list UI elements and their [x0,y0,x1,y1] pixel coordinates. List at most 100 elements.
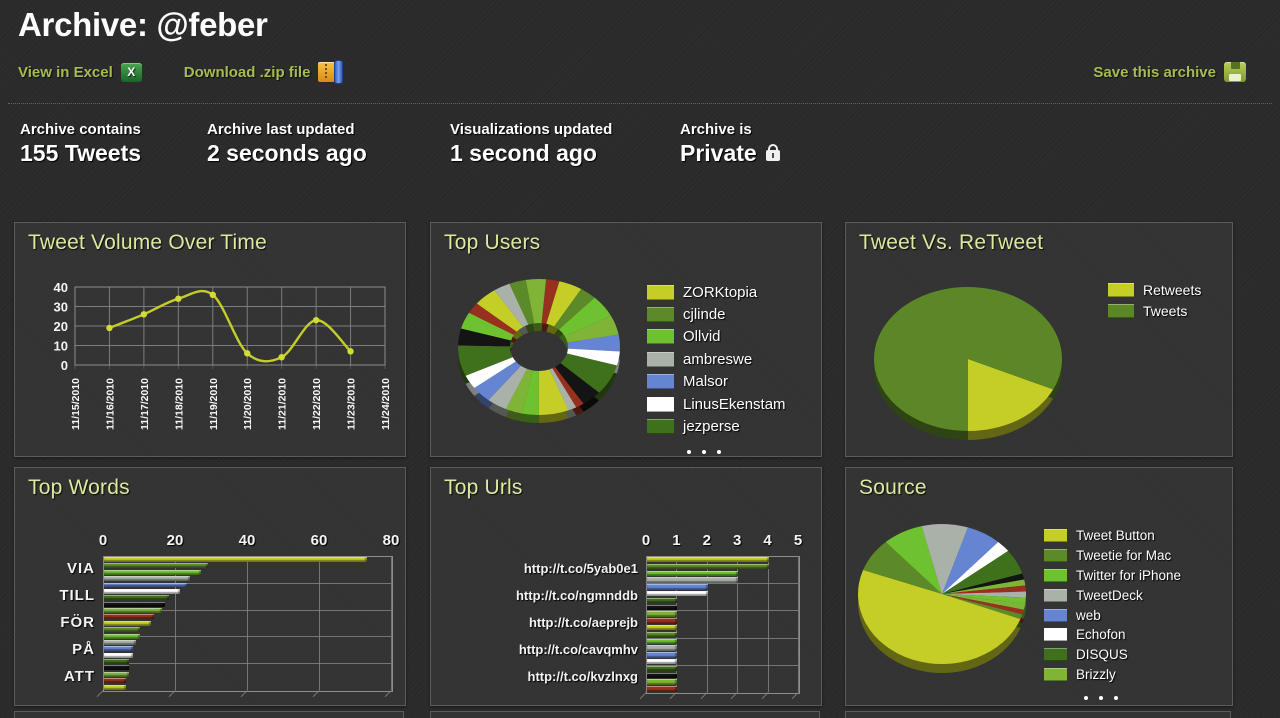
stat-visualizations-updated: Visualizations updated 1 second ago [450,121,612,167]
svg-text:10: 10 [54,339,68,354]
panel-title: Top Urls [444,476,523,499]
svg-text:11/18/2010: 11/18/2010 [173,378,185,430]
legend-label: ZORKtopia [683,283,758,301]
next-panel-hint [14,711,404,718]
view-in-excel-link[interactable]: View in Excel [18,62,142,82]
bar [647,563,769,570]
legend-item: Tweetie for Mac [1044,546,1181,566]
bar [104,627,140,633]
legend-label: cjlinde [683,306,726,324]
bar [647,570,739,576]
legend-item: web [1044,605,1181,625]
legend-swatch [1108,303,1134,318]
bar [647,625,678,631]
legend-item: Malsor [647,371,786,393]
legend-more-indicator [647,441,786,459]
svg-text:11/22/2010: 11/22/2010 [311,378,323,430]
panel-top-words: Top Words 0 20 40 60 80 VIA TILL FÖR PÅ ATT [14,467,406,706]
stat-label: Archive contains [20,121,141,138]
stat-label: Archive is [680,121,752,138]
panel-source: Source Tweet Button Tweetie for Mac Twitte… [845,467,1233,706]
panel-title: Top Users [444,231,541,254]
y-axis-category-label: VIA [66,560,95,578]
legend-item: Tweet Button [1044,526,1181,546]
tweet-volume-line-chart: 0 10 20 30 40 11/15/2010 11/16/2010 11/17/2010 1… [23,279,397,462]
legend-label: Ollvid [683,328,721,346]
bar [647,557,769,563]
legend-swatch [647,419,674,435]
stat-value: 155 Tweets [20,140,142,166]
legend-item: Retweets [1108,279,1201,300]
legend-label: jezperse [683,418,740,436]
top-urls-bar-chart: 0 1 2 3 4 5 http://t.co/5yab0e1 http://t.co/ngm… [431,468,821,705]
legend-item: ZORKtopia [647,281,786,303]
legend-item: jezperse [647,415,786,437]
stat-label: Visualizations updated [450,121,613,138]
legend-label: TweetDeck [1076,587,1143,603]
header-divider [8,103,1272,104]
legend-label: Tweet Button [1076,528,1155,544]
bar [104,646,133,652]
page-title: Archive: @feber [18,6,268,43]
save-archive-button[interactable]: Save this archive [1093,62,1246,82]
legend-label: Echofon [1076,627,1126,643]
bar [104,576,191,582]
bar [647,631,678,638]
svg-text:11/19/2010: 11/19/2010 [208,378,220,430]
x-axis-tick-label: 0 [98,532,108,549]
svg-text:11/20/2010: 11/20/2010 [242,378,254,430]
y-axis-category-label: PÅ [72,640,95,658]
legend-label: web [1076,607,1101,623]
x-axis-tick-label: 60 [310,532,328,549]
legend-item: cjlinde [647,303,786,325]
panel-tweet-volume: Tweet Volume Over Time 0 10 20 30 40 11/15/20… [14,222,406,457]
svg-text:11/21/2010: 11/21/2010 [277,378,289,430]
source-pie-chart [854,514,1066,699]
tweet-vs-retweet-legend: Retweets Tweets [1108,279,1201,321]
bar [647,652,678,658]
x-axis-tick-label: 4 [763,532,772,549]
tweet-vs-retweet-pie-chart [856,269,1126,460]
bar [104,671,130,677]
source-legend: Tweet Button Tweetie for Mac Twitter for i… [1044,526,1181,705]
bar [647,686,678,692]
legend-swatch [647,374,674,390]
next-panel-hint [845,711,1231,718]
legend-item: Brizzly [1044,665,1181,685]
svg-text:11/24/2010: 11/24/2010 [380,378,392,430]
legend-label: Malsor [683,373,729,391]
legend-label: Tweets [1143,302,1188,319]
bar [104,633,140,639]
y-axis-category-label: TILL [59,587,95,605]
legend-swatch [647,329,674,345]
legend-item: DISQUS [1044,645,1181,665]
stat-value: 2 seconds ago [207,140,367,166]
bar [647,591,708,597]
download-zip-label: Download .zip file [183,63,311,81]
bar [104,557,367,562]
download-zip-link[interactable]: Download .zip file [183,61,343,83]
bar [647,584,708,590]
svg-text:11/16/2010: 11/16/2010 [104,378,116,430]
legend-swatch [1044,608,1067,622]
panel-title: Tweet Volume Over Time [28,231,267,254]
stat-value: 1 second ago [450,140,597,166]
svg-text:40: 40 [54,280,68,295]
y-axis-category-label: ATT [63,667,95,685]
bar [647,672,678,678]
legend-item: Echofon [1044,625,1181,645]
legend-item: Twitter for iPhone [1044,566,1181,586]
bar [647,611,678,617]
panel-top-users: Top Users ZORKtopia cjlinde Ollvid ambreswe… [430,222,822,457]
view-in-excel-label: View in Excel [18,63,113,81]
svg-text:20: 20 [54,319,68,334]
legend-item: TweetDeck [1044,585,1181,605]
y-axis-category-label: http://t.co/kvzlnxg [527,669,639,685]
legend-swatch [1044,549,1067,563]
legend-swatch [647,307,674,323]
bar [647,604,678,610]
bar [647,645,678,651]
next-panel-hint [430,711,820,718]
top-words-bar-chart: 0 20 40 60 80 VIA TILL FÖR PÅ ATT [15,468,405,705]
lock-icon [765,144,780,161]
